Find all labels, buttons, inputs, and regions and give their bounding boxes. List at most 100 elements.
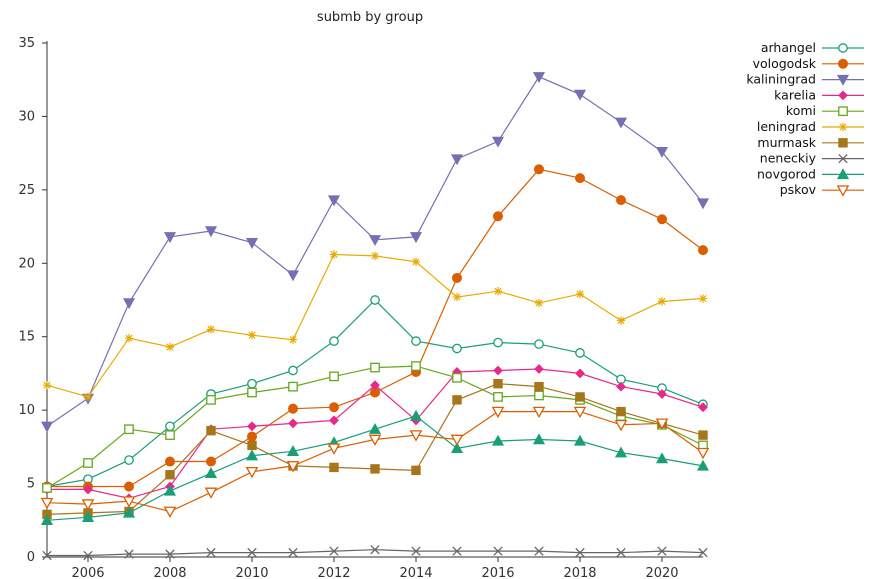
data-point-karelia <box>534 364 544 374</box>
legend-label: karelia <box>774 87 816 102</box>
legend-marker <box>838 138 848 148</box>
data-point-vologodsk <box>575 173 585 184</box>
data-point-leningrad <box>657 297 667 306</box>
legend-marker <box>838 153 848 164</box>
data-point-neneckiy <box>493 546 503 556</box>
data-point-kaliningrad <box>491 136 505 148</box>
data-point-murmask <box>534 381 544 392</box>
data-point-neneckiy <box>124 549 134 559</box>
y-tick-label: 15 <box>18 330 35 345</box>
data-point-novgorod <box>245 449 259 461</box>
data-point-novgorod <box>204 467 218 478</box>
legend-label: kaliningrad <box>746 72 816 87</box>
chart-title: submb by group <box>316 10 424 25</box>
x-tick-label: 2018 <box>563 566 596 579</box>
data-point-kaliningrad <box>696 198 710 210</box>
legend-item-vologodsk: vologodsk <box>753 56 864 71</box>
data-point-pskov <box>286 461 300 473</box>
legend-label: vologodsk <box>753 56 817 71</box>
data-point-vologodsk <box>657 214 667 225</box>
data-point-komi <box>493 392 503 402</box>
data-point-neneckiy <box>452 546 462 556</box>
x-tick-label: 2020 <box>645 566 678 579</box>
x-tick-label: 2014 <box>399 566 432 579</box>
data-point-arhangel <box>370 295 380 305</box>
data-point-vologodsk <box>329 402 339 413</box>
x-tick-label: 2010 <box>235 566 268 579</box>
data-point-neneckiy <box>411 546 421 556</box>
data-point-vologodsk <box>698 245 708 256</box>
data-point-neneckiy <box>575 547 585 558</box>
data-point-leningrad <box>288 335 298 344</box>
data-point-neneckiy <box>657 546 667 556</box>
legend-item-novgorod: novgorod <box>757 166 864 181</box>
data-point-arhangel <box>124 455 134 465</box>
data-point-pskov <box>163 506 177 519</box>
data-point-leningrad <box>329 250 339 259</box>
data-point-pskov <box>327 443 341 455</box>
data-point-kaliningrad <box>286 270 300 282</box>
legend-marker <box>838 122 848 132</box>
data-point-murmask <box>575 392 585 402</box>
series-karelia <box>42 364 708 504</box>
series-line-kaliningrad <box>46 76 704 427</box>
data-point-vologodsk <box>124 481 134 492</box>
legend-item-pskov: pskov <box>780 182 864 197</box>
data-point-komi <box>329 371 339 382</box>
data-point-pskov <box>450 434 464 447</box>
y-tick-label: 25 <box>18 183 35 198</box>
legend-marker <box>836 74 850 86</box>
data-point-karelia <box>616 381 626 392</box>
data-point-murmask <box>616 406 626 417</box>
data-point-leningrad <box>42 380 52 390</box>
data-point-pskov <box>40 497 54 510</box>
legend: arhangelvologodskkaliningradkareliakomil… <box>746 40 864 197</box>
data-point-arhangel <box>575 348 585 358</box>
legend-marker <box>836 185 850 197</box>
data-point-leningrad <box>616 316 626 325</box>
legend-label: murmask <box>757 135 816 150</box>
x-tick-label: 2012 <box>317 566 350 579</box>
data-point-komi <box>288 381 298 392</box>
data-point-novgorod <box>655 452 669 464</box>
x-tick-label: 2008 <box>153 566 186 579</box>
data-point-kaliningrad <box>204 226 218 238</box>
legend-item-komi: komi <box>786 103 864 118</box>
y-tick-label: 35 <box>18 36 35 51</box>
legend-label: arhangel <box>761 40 816 55</box>
data-point-komi <box>534 390 544 401</box>
data-point-pskov <box>655 418 669 430</box>
legend-label: komi <box>786 103 816 118</box>
data-point-kaliningrad <box>409 232 423 244</box>
data-point-komi <box>370 362 380 373</box>
x-tick-label: 2006 <box>71 566 104 579</box>
data-point-karelia <box>493 365 503 376</box>
data-point-karelia <box>83 484 93 495</box>
data-point-leningrad <box>206 325 216 334</box>
y-tick-label: 10 <box>18 403 35 418</box>
data-point-leningrad <box>370 251 380 261</box>
data-point-kaliningrad <box>327 195 341 207</box>
data-point-karelia <box>370 380 380 391</box>
data-point-arhangel <box>247 378 257 389</box>
data-point-arhangel <box>452 343 462 354</box>
legend-item-arhangel: arhangel <box>761 40 864 55</box>
data-point-komi <box>247 387 257 398</box>
data-point-karelia <box>247 421 257 432</box>
data-point-leningrad <box>452 292 462 302</box>
data-point-vologodsk <box>247 431 257 442</box>
series-pskov <box>40 406 710 519</box>
series-novgorod <box>40 409 710 525</box>
legend-marker <box>838 90 848 101</box>
data-point-komi <box>411 361 421 371</box>
data-point-novgorod <box>163 484 177 496</box>
data-point-neneckiy <box>42 550 52 561</box>
series-line-murmask <box>46 383 704 515</box>
data-point-komi <box>124 424 134 435</box>
data-point-neneckiy <box>534 546 544 556</box>
legend-label: neneckiy <box>760 151 817 166</box>
data-point-leningrad <box>83 392 93 402</box>
data-point-neneckiy <box>247 547 257 558</box>
legend-item-neneckiy: neneckiy <box>760 151 864 166</box>
series-kaliningrad <box>40 72 710 433</box>
